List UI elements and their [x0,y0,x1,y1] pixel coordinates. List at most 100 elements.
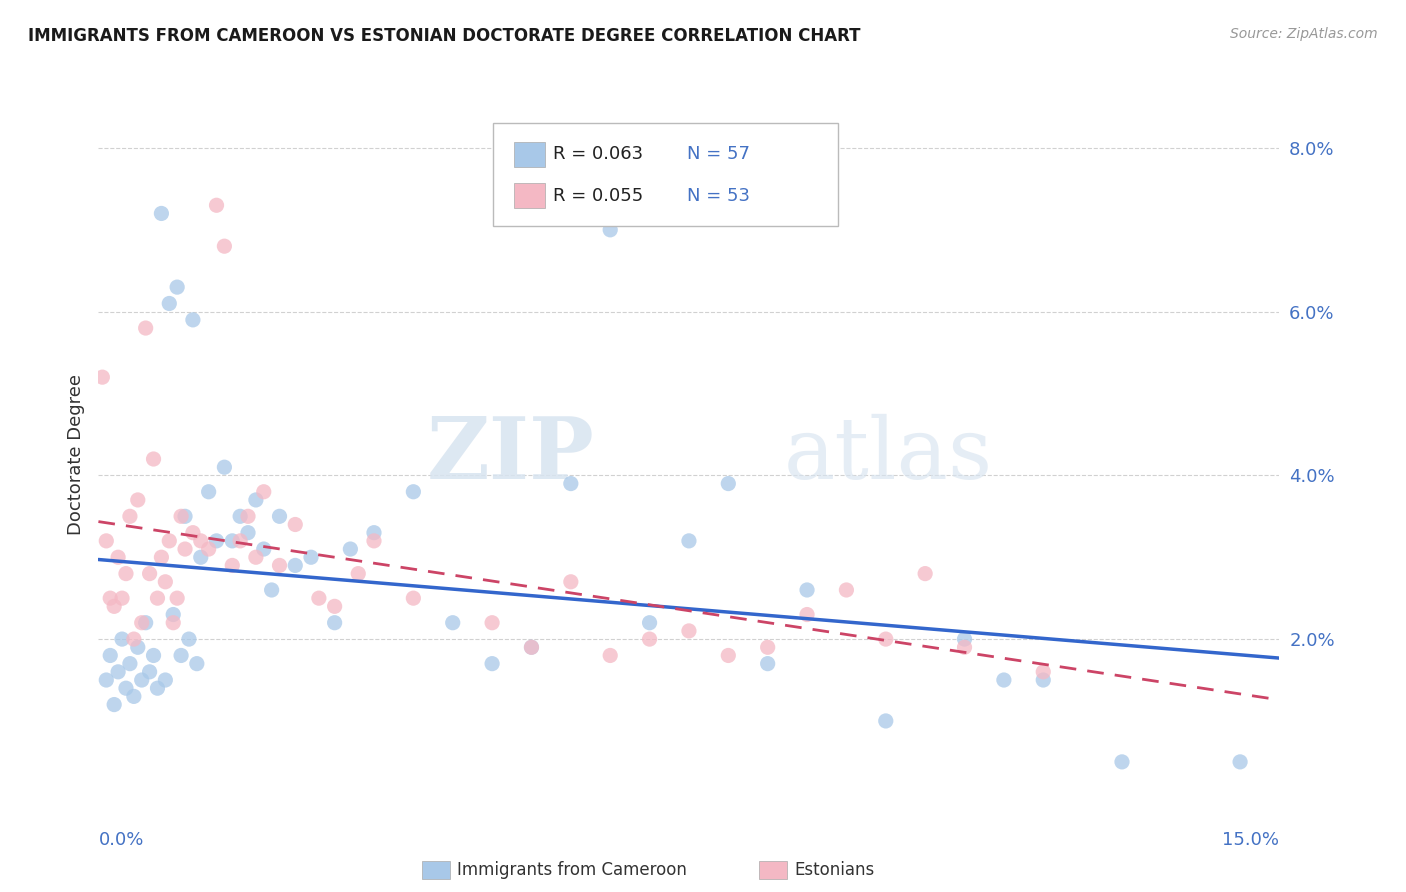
Point [875,714,897,728]
Point [155,673,177,687]
Point [245,492,267,507]
Point [229,509,252,524]
Point [135,321,157,335]
Point [146,681,169,696]
Point [103,599,125,614]
Point [174,542,197,557]
Point [269,558,291,573]
Point [1032,665,1054,679]
Point [122,690,145,704]
Point [174,509,197,524]
Point [205,533,228,548]
Text: R = 0.063: R = 0.063 [554,145,644,163]
Point [197,542,219,557]
Text: ZIP: ZIP [426,413,595,497]
Point [236,525,259,540]
Point [560,476,582,491]
Point [560,574,582,589]
Point [150,550,173,565]
Point [1229,755,1251,769]
Point [678,624,700,638]
Text: N = 53: N = 53 [688,186,749,204]
Point [181,525,204,540]
Point [236,509,259,524]
Point [835,582,858,597]
Text: 0.0%: 0.0% [98,830,143,848]
Point [138,665,160,679]
Text: 15.0%: 15.0% [1222,830,1279,848]
Text: atlas: atlas [783,413,993,497]
Point [107,550,129,565]
Point [166,280,188,294]
Point [520,640,543,655]
Point [96,673,118,687]
Point [170,648,193,663]
Point [115,681,138,696]
Point [481,657,503,671]
Point [253,542,276,557]
Point [323,615,346,630]
Point [146,591,169,606]
Point [107,665,129,679]
Point [402,591,425,606]
Point [993,673,1015,687]
Point [197,484,219,499]
Point [875,632,897,646]
Point [253,484,276,499]
Point [98,591,121,606]
Point [245,550,267,565]
Point [717,648,740,663]
Text: Estonians: Estonians [794,861,875,879]
Point [170,509,193,524]
Point [1032,673,1054,687]
Point [157,533,180,548]
Point [756,657,779,671]
Point [756,640,779,655]
Point [284,517,307,532]
Point [135,615,157,630]
Y-axis label: Doctorate Degree: Doctorate Degree [66,375,84,535]
Point [269,509,291,524]
Point [214,239,236,253]
Point [323,599,346,614]
Point [142,648,165,663]
Point [953,640,976,655]
Point [118,657,141,671]
Point [284,558,307,573]
Point [363,533,385,548]
Point [796,582,818,597]
Point [118,509,141,524]
Point [111,591,134,606]
Text: Source: ZipAtlas.com: Source: ZipAtlas.com [1230,27,1378,41]
Point [186,657,208,671]
Point [520,640,543,655]
Point [122,632,145,646]
Point [166,591,188,606]
Point [347,566,370,581]
Point [205,198,228,212]
Point [914,566,936,581]
Point [157,296,180,310]
Point [103,698,125,712]
Point [190,550,212,565]
Point [229,533,252,548]
Point [402,484,425,499]
Point [162,615,184,630]
Point [155,574,177,589]
Point [221,533,243,548]
Point [214,460,236,475]
Text: IMMIGRANTS FROM CAMEROON VS ESTONIAN DOCTORATE DEGREE CORRELATION CHART: IMMIGRANTS FROM CAMEROON VS ESTONIAN DOC… [28,27,860,45]
Point [221,558,243,573]
Text: Immigrants from Cameroon: Immigrants from Cameroon [457,861,686,879]
Point [599,223,621,237]
Point [339,542,361,557]
Point [177,632,200,646]
Point [796,607,818,622]
Point [127,640,149,655]
Point [162,607,184,622]
Point [111,632,134,646]
Point [115,566,138,581]
Point [599,648,621,663]
Point [150,206,173,220]
Point [131,615,153,630]
